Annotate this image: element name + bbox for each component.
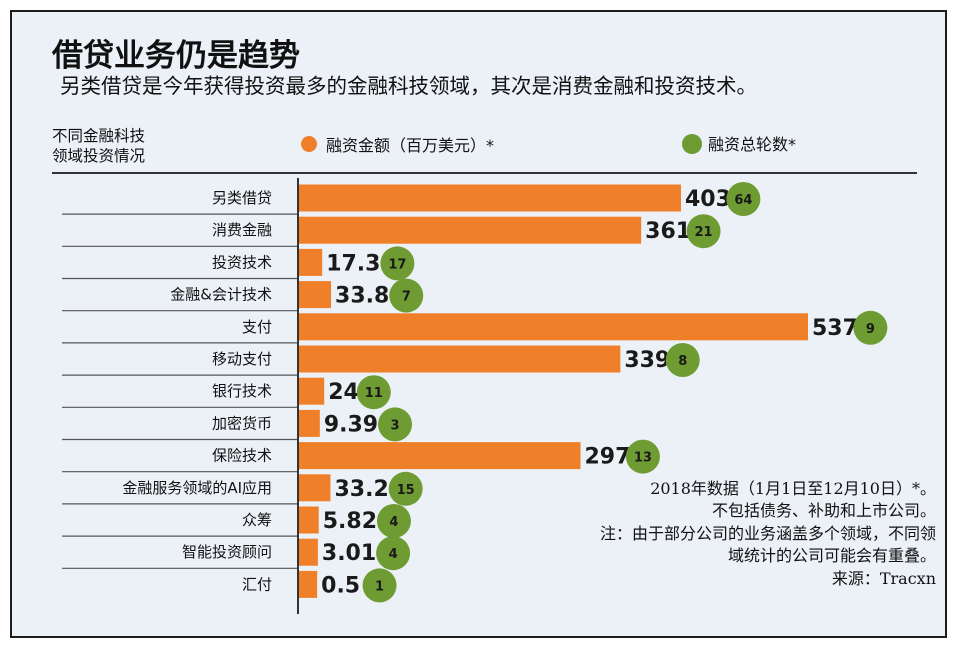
rounds-label: 9 (866, 322, 875, 337)
bar-amount (299, 184, 681, 212)
section-label-line-1: 不同金融科技 (52, 127, 146, 145)
footnote-line: 不包括债务、补助和上市公司。 (711, 501, 936, 521)
rounds-label: 11 (365, 386, 383, 401)
rounds-label: 64 (734, 193, 752, 208)
category-label: 支付 (242, 318, 272, 336)
bar-amount (299, 538, 318, 566)
category-label: 金融服务领域的AI应用 (122, 479, 272, 497)
rounds-label: 21 (695, 225, 713, 240)
bar-amount (299, 442, 581, 470)
category-label: 金融&会计技术 (170, 286, 272, 304)
category-label: 保险技术 (212, 447, 272, 465)
rounds-bubble (378, 407, 413, 442)
bar-amount (299, 506, 319, 534)
rounds-label: 4 (389, 547, 398, 562)
value-label: 5.82 (323, 509, 377, 534)
rounds-bubble (853, 310, 888, 345)
category-label: 加密货币 (212, 414, 272, 432)
rounds-bubble (376, 536, 411, 571)
value-label: 403 (685, 187, 731, 212)
category-axis-line (297, 178, 299, 614)
rounds-bubble (389, 278, 424, 313)
category-label: 银行技术 (212, 382, 272, 400)
rounds-label: 1 (375, 579, 384, 594)
bar-amount (299, 345, 621, 373)
footnote-line: 来源：Tracxn (831, 568, 936, 588)
rounds-bubble (625, 439, 660, 474)
bar-amount (299, 313, 808, 341)
value-label: 17.3 (326, 251, 380, 276)
rounds-bubble (362, 568, 397, 603)
value-label: 297 (585, 445, 631, 470)
footnote-line: 2018年数据（1月1日至12月10日）*。 (650, 479, 936, 498)
value-label: 537 (812, 316, 858, 341)
rounds-bubble (376, 504, 411, 538)
bar-amount (299, 377, 325, 405)
bar-amount (299, 281, 332, 309)
rounds-label: 15 (397, 483, 415, 498)
value-label: 339 (624, 348, 670, 373)
category-label: 众筹 (242, 511, 272, 529)
rounds-bubble (665, 343, 700, 377)
legend-amount-swatch (301, 136, 317, 152)
value-label: 9.39 (324, 412, 378, 437)
rounds-label: 3 (390, 418, 399, 433)
category-label: 另类借贷 (212, 189, 272, 207)
footnote-block: 2018年数据（1月1日至12月10日）*。 不包括债务、补助和上市公司。 注：… (600, 478, 936, 590)
rounds-label: 13 (634, 451, 652, 466)
chart-subtitle: 另类借贷是今年获得投资最多的金融科技领域，其次是消费金融和投资技术。 (60, 74, 757, 98)
category-label: 投资技术 (212, 253, 272, 271)
value-label: 3.01 (322, 541, 376, 566)
chart-title: 借贷业务仍是趋势 (52, 38, 300, 74)
rounds-label: 17 (388, 257, 406, 272)
category-label: 移动支付 (212, 350, 272, 368)
bar-amount (299, 248, 323, 276)
value-label: 24 (328, 380, 359, 405)
value-label: 33.8 (335, 284, 389, 309)
rounds-label: 7 (402, 290, 411, 305)
value-label: 0.5 (321, 573, 360, 598)
category-label: 汇付 (242, 575, 272, 593)
legend-amount-label: 融资金额（百万美元）* (326, 136, 495, 155)
rounds-label: 8 (678, 354, 687, 369)
footnote-line: 域统计的公司可能会有重叠。 (727, 546, 936, 566)
value-label: 361 (645, 219, 691, 244)
footnote-line: 注：由于部分公司的业务涵盖多个领域，不同领 (599, 523, 936, 543)
rounds-bubble (380, 246, 415, 281)
legend-rounds-swatch (682, 134, 702, 154)
header-rule (52, 172, 917, 174)
bar-amount (299, 216, 642, 244)
rounds-bubble (388, 471, 423, 506)
rounds-bubble (686, 214, 721, 249)
bar-amount (299, 474, 331, 502)
value-label: 33.2 (334, 477, 388, 502)
section-label-line-2: 领域投资情况 (52, 147, 146, 165)
legend-rounds-label: 融资总轮数* (708, 135, 797, 154)
rounds-bubble (726, 182, 761, 216)
rounds-bubble (356, 375, 391, 410)
rounds-label: 4 (389, 515, 398, 530)
bar-amount (299, 570, 318, 598)
category-label: 消费金融 (212, 221, 272, 239)
bar-amount (299, 409, 320, 437)
category-label: 智能投资顾问 (182, 543, 272, 561)
